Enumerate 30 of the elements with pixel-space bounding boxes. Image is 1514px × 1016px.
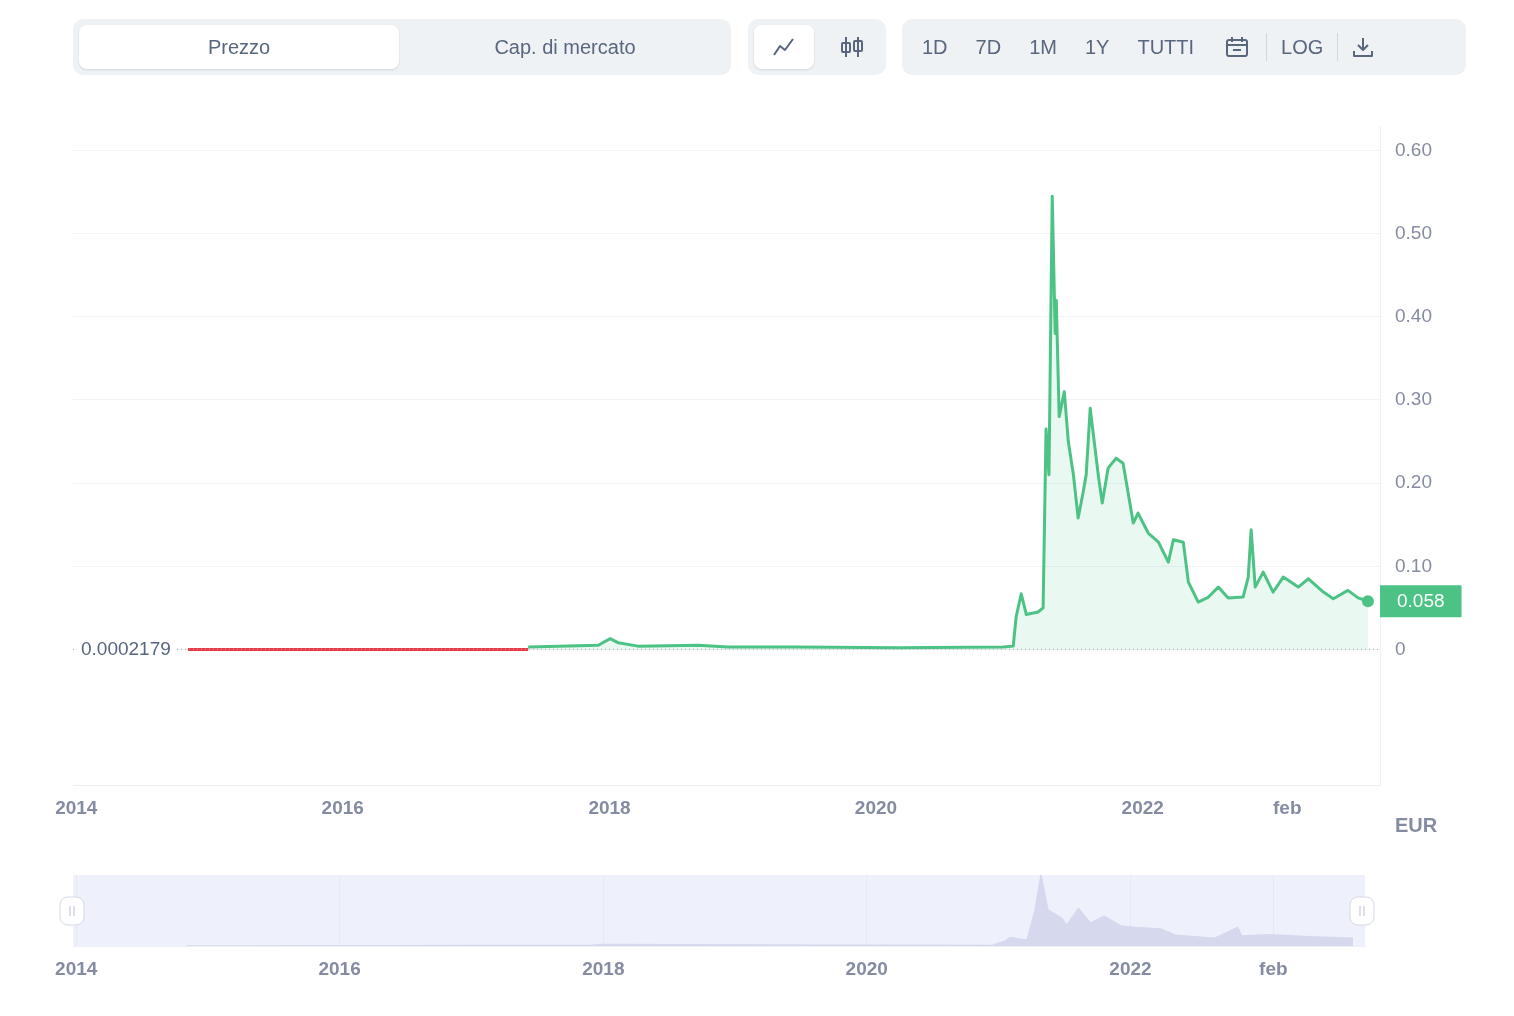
x-tick-label: 2014 [55,796,98,818]
text: 7D [974,34,1003,60]
x-tick-label: feb [1259,957,1288,979]
x-tick-label: 2022 [1109,957,1152,979]
text: 1M [1028,34,1058,60]
x-tick-label: 2022 [1121,796,1164,818]
x-tick-label: 2018 [588,796,631,818]
text: 1D [921,34,949,60]
x-tick-label: 2018 [582,957,625,979]
y-tick-label: 0 [1395,637,1406,659]
ref-line-label: 0.0002179 [81,637,171,659]
text: Prezzo [79,25,399,69]
x-tick-label: 2014 [55,957,98,979]
annotation: 0.058 [1397,590,1445,612]
text: 1Y [1083,34,1111,60]
text: LOG [1280,34,1325,60]
x-tick-label: 2020 [845,957,888,979]
x-tick-label: 2016 [321,796,364,818]
y-axis-title: EUR [1395,814,1438,837]
text: Cap. di mercato [493,34,637,60]
y-tick-label: 0.60 [1395,138,1432,160]
y-tick-label: 0.10 [1395,554,1432,576]
y-tick-label: 0.20 [1395,471,1432,493]
x-tick-label: 2016 [318,957,361,979]
y-tick-label: 0.40 [1395,305,1432,327]
y-tick-label: 0.50 [1395,221,1432,243]
text: TUTTI [1136,34,1196,60]
x-tick-label: feb [1273,796,1302,818]
x-tick-label: 2020 [854,796,898,818]
y-tick-label: 0.30 [1395,388,1432,410]
